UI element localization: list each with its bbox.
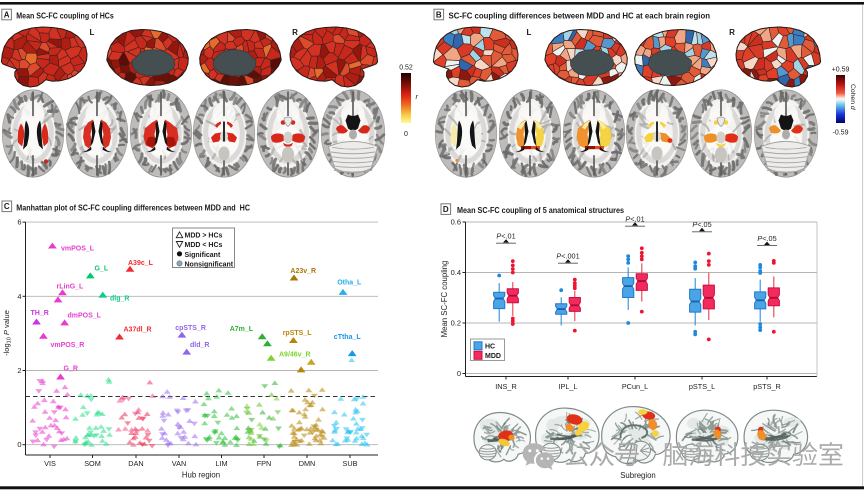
svg-text:6: 6	[17, 218, 21, 227]
svg-text:INS_R: INS_R	[495, 382, 517, 391]
svg-text:A23v_R: A23v_R	[290, 268, 316, 275]
svg-text:P<.05: P<.05	[757, 234, 776, 243]
svg-text:0.4: 0.4	[451, 268, 461, 277]
svg-text:L: L	[527, 28, 532, 37]
svg-text:-log10 P value: -log10 P value	[2, 310, 13, 356]
svg-text:B: B	[436, 10, 442, 19]
svg-text:Mean SC-FC coupling of 5 anato: Mean SC-FC coupling of 5 anatomical stru…	[457, 205, 624, 215]
svg-text:VIS: VIS	[44, 459, 56, 468]
svg-text:Manhattan plot of SC-FC coupli: Manhattan plot of SC-FC coupling differe…	[16, 202, 250, 212]
svg-text:2: 2	[17, 366, 21, 375]
svg-text:-0.59: -0.59	[833, 130, 849, 137]
svg-text:MDD: MDD	[485, 353, 501, 360]
svg-text:HC: HC	[485, 344, 495, 351]
svg-text:Hub region: Hub region	[182, 471, 220, 480]
svg-text:0.52: 0.52	[399, 65, 413, 72]
svg-text:Subregion: Subregion	[620, 471, 656, 480]
svg-text:0: 0	[457, 369, 461, 378]
svg-text:P<.01: P<.01	[496, 232, 515, 241]
svg-text:A39c_L: A39c_L	[128, 260, 154, 267]
svg-text:Otha_L: Otha_L	[337, 279, 362, 286]
svg-text:SUB: SUB	[342, 459, 357, 468]
svg-text:cTtha_L: cTtha_L	[334, 334, 362, 341]
svg-text:rpSTS_L: rpSTS_L	[283, 330, 313, 337]
svg-text:cpSTS_R: cpSTS_R	[175, 325, 206, 332]
svg-text:G_R: G_R	[64, 365, 78, 372]
svg-text:vmPOS_R: vmPOS_R	[51, 342, 85, 349]
svg-text:Significant: Significant	[185, 252, 221, 259]
svg-text:A7m_L: A7m_L	[230, 326, 254, 333]
svg-text:PCun_L: PCun_L	[622, 382, 648, 391]
svg-text:pSTS_L: pSTS_L	[689, 382, 715, 391]
svg-text:DMN: DMN	[299, 459, 316, 468]
svg-text:MDD < HCs: MDD < HCs	[185, 242, 223, 249]
svg-text:0.6: 0.6	[451, 218, 461, 227]
svg-text:P<.01: P<.01	[625, 215, 644, 224]
svg-text:Cohen d: Cohen d	[849, 84, 856, 110]
svg-text:A9/46v_R: A9/46v_R	[279, 351, 311, 358]
svg-text:LIM: LIM	[215, 459, 227, 468]
svg-text:FPN: FPN	[257, 459, 272, 468]
svg-text:0: 0	[17, 440, 21, 449]
svg-text:P<.001: P<.001	[556, 252, 579, 261]
svg-text:P<.05: P<.05	[692, 220, 711, 229]
svg-text:G_L: G_L	[95, 266, 109, 273]
svg-text:IPL_L: IPL_L	[558, 382, 577, 391]
svg-text:vmPOS_L: vmPOS_L	[61, 246, 95, 253]
svg-text:rLinG_L: rLinG_L	[57, 283, 85, 290]
svg-text:A: A	[4, 10, 10, 19]
svg-text:0: 0	[404, 131, 408, 138]
svg-text:Nonsignificant: Nonsignificant	[185, 261, 234, 268]
svg-text:Mean SC-FC coupling: Mean SC-FC coupling	[440, 261, 449, 338]
svg-text:dmPOS_L: dmPOS_L	[68, 313, 102, 320]
svg-text:pSTS_R: pSTS_R	[753, 382, 781, 391]
svg-text:R: R	[729, 28, 735, 37]
svg-text:D: D	[443, 205, 449, 214]
svg-text:A37dl_R: A37dl_R	[124, 327, 152, 334]
svg-text:L: L	[90, 28, 95, 37]
svg-text:VAN: VAN	[172, 459, 186, 468]
svg-text:TH_R: TH_R	[31, 310, 49, 317]
svg-text:4: 4	[17, 292, 21, 301]
svg-text:r: r	[416, 92, 419, 101]
svg-text:0.2: 0.2	[451, 319, 461, 328]
svg-text:Mean SC-FC coupling of HCs: Mean SC-FC coupling of HCs	[16, 10, 114, 20]
svg-text:+0.59: +0.59	[832, 67, 850, 74]
svg-text:dlg_R: dlg_R	[110, 296, 129, 303]
svg-text:C: C	[4, 202, 10, 211]
svg-text:dld_R: dld_R	[190, 342, 209, 349]
svg-text:SC-FC coupling differences bet: SC-FC coupling differences between MDD a…	[449, 10, 711, 20]
svg-text:SOM: SOM	[84, 459, 101, 468]
svg-text:DAN: DAN	[128, 459, 143, 468]
svg-text:R: R	[292, 28, 298, 37]
svg-text:MDD > HCs: MDD > HCs	[185, 233, 223, 240]
